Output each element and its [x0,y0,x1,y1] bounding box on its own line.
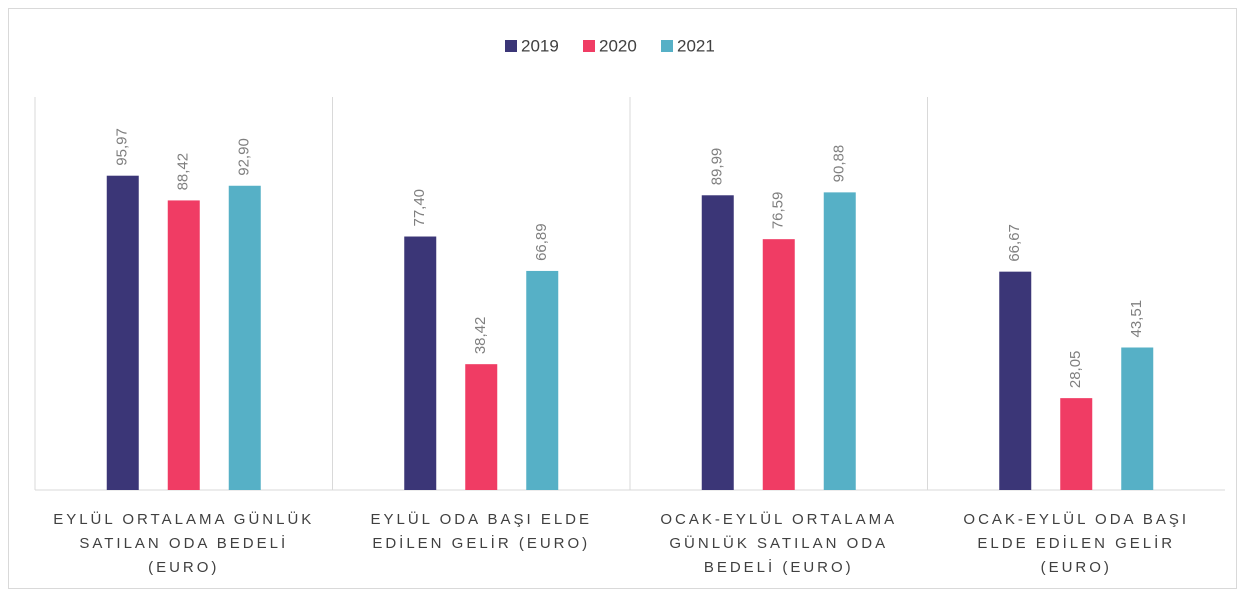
bar [465,364,498,490]
value-label: 77,40 [411,189,428,227]
legend-swatch [583,40,595,52]
value-label: 66,67 [1006,224,1023,262]
bar [404,236,437,490]
legend-label: 2020 [599,36,637,55]
bar [106,175,139,491]
value-label: 38,42 [472,317,489,355]
x-tick-label: OCAK-EYLÜL ODA BAŞI ELDE EDİLEN GELİR (E… [963,511,1190,576]
legend-swatch [505,40,517,52]
bar [701,195,734,490]
value-label: 28,05 [1067,351,1084,389]
bar [526,270,559,490]
value-label: 88,42 [175,153,192,191]
bar [1121,347,1154,490]
x-tick-label: EYLÜL ODA BAŞI ELDE EDİLEN GELİR (EURO) [370,511,593,552]
value-label: 92,90 [236,138,253,176]
bar [167,200,200,490]
value-label: 66,89 [533,223,550,261]
chart-border [8,8,1237,589]
value-label: 89,99 [709,148,726,186]
value-label: 95,97 [114,128,131,166]
x-tick-label: OCAK-EYLÜL ORTALAMA GÜNLÜK SATILAN ODA B… [660,511,898,576]
x-tick-label: EYLÜL ORTALAMA GÜNLÜK SATILAN ODA BEDELİ… [53,511,315,576]
bar [762,239,795,490]
bar [999,271,1032,490]
value-label: 76,59 [770,192,787,230]
bar [1060,398,1093,490]
value-label: 90,88 [831,145,848,183]
legend-label: 2021 [677,36,715,55]
legend-swatch [661,40,673,52]
bar [228,185,261,490]
value-label: 43,51 [1128,300,1145,338]
legend-label: 2019 [521,36,559,55]
bar [823,192,856,491]
